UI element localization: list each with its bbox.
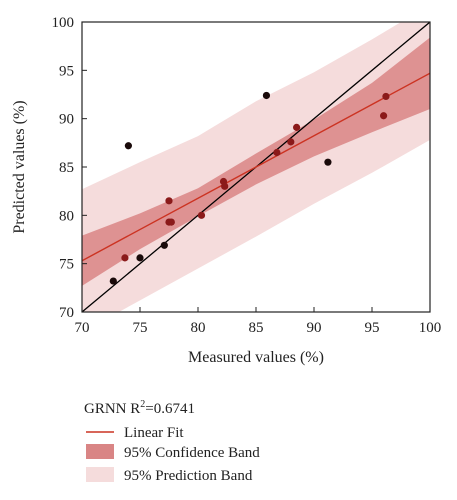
y-tick-label: 85 xyxy=(59,160,74,176)
data-point xyxy=(287,138,295,146)
legend-linear-fit-label: Linear Fit xyxy=(124,425,184,441)
x-tick-label: 90 xyxy=(307,320,322,336)
linear-fit-line xyxy=(82,72,430,262)
data-point xyxy=(160,241,168,249)
legend-confidence-band-label: 95% Confidence Band xyxy=(124,445,260,461)
data-point xyxy=(109,277,117,285)
y-tick-label: 70 xyxy=(59,305,74,321)
x-tick-label: 95 xyxy=(365,320,380,336)
y-tick-label: 90 xyxy=(59,112,74,128)
data-point xyxy=(124,142,132,150)
legend-prediction-band-label: 95% Prediction Band xyxy=(124,468,253,484)
data-point xyxy=(273,148,281,157)
legend: GRNN R2=0.6741 Linear Fit 95% Confidence… xyxy=(84,399,260,484)
data-point xyxy=(167,218,175,226)
y-tick-label: 75 xyxy=(59,257,74,273)
x-tick-label: 100 xyxy=(419,320,442,336)
y-axis-title: Predicted values (%) xyxy=(11,100,28,233)
data-points xyxy=(109,91,390,285)
x-tick-label: 85 xyxy=(249,320,264,336)
plot-area xyxy=(82,22,430,312)
data-point xyxy=(121,254,129,262)
data-point xyxy=(262,91,271,100)
legend-confidence-band-swatch xyxy=(86,444,114,459)
y-tick-label: 100 xyxy=(52,15,75,31)
data-point xyxy=(136,254,144,262)
legend-title-superscript: 2 xyxy=(140,399,145,410)
x-tick-label: 80 xyxy=(191,320,206,336)
data-point xyxy=(380,112,388,120)
y-tick-label: 80 xyxy=(59,208,74,224)
data-point xyxy=(293,123,301,131)
x-tick-label: 75 xyxy=(133,320,148,336)
data-point xyxy=(324,158,332,166)
legend-title-value: =0.6741 xyxy=(145,401,195,417)
data-point xyxy=(165,197,173,205)
axis-ticks: 70 75 80 85 90 95 100 70 75 80 85 90 95 100 xyxy=(52,15,442,336)
data-point xyxy=(382,92,390,101)
y-tick-label: 95 xyxy=(59,63,74,79)
legend-title-text: GRNN R xyxy=(84,401,140,417)
x-tick-label: 70 xyxy=(75,320,90,336)
x-axis-title: Measured values (%) xyxy=(188,349,324,366)
legend-title: GRNN R2=0.6741 xyxy=(84,399,195,417)
data-point xyxy=(197,211,206,219)
legend-prediction-band-swatch xyxy=(86,467,114,482)
data-point xyxy=(221,182,229,190)
